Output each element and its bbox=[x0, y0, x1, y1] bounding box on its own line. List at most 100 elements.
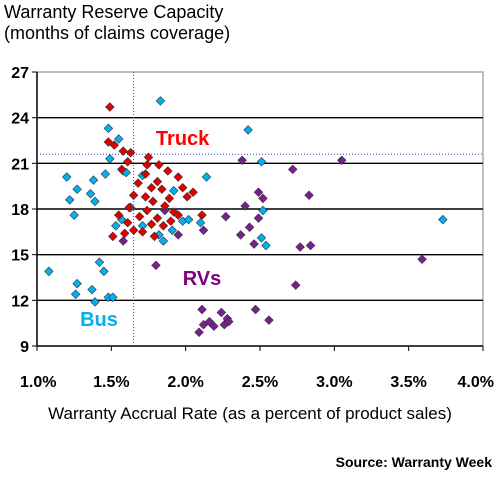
data-point-bus bbox=[90, 297, 100, 307]
data-point-truck bbox=[166, 216, 176, 226]
chart-title-line-1: Warranty Reserve Capacity bbox=[4, 2, 224, 22]
data-point-bus bbox=[183, 214, 194, 225]
data-point-rvs bbox=[258, 193, 268, 204]
data-point-rvs bbox=[198, 225, 209, 236]
data-point-bus bbox=[195, 217, 206, 228]
data-point-bus bbox=[87, 284, 97, 295]
data-point-truck bbox=[160, 201, 170, 211]
data-point-truck bbox=[134, 211, 145, 222]
data-point-truck bbox=[177, 182, 188, 193]
data-point-rvs bbox=[337, 155, 347, 166]
y-tick-label: 15 bbox=[11, 248, 29, 265]
data-point-truck bbox=[105, 102, 115, 112]
data-point-rvs bbox=[209, 321, 219, 331]
data-point-truck bbox=[137, 227, 148, 237]
data-point-bus bbox=[99, 266, 109, 277]
data-point-truck bbox=[154, 160, 164, 170]
data-point-rvs bbox=[249, 239, 259, 249]
data-point-truck bbox=[103, 137, 114, 147]
data-point-bus bbox=[256, 233, 267, 243]
data-point-truck bbox=[128, 225, 139, 236]
data-point-truck bbox=[133, 178, 143, 188]
data-point-bus bbox=[256, 157, 267, 167]
data-point-truck bbox=[152, 213, 163, 223]
data-point-bus bbox=[62, 172, 72, 182]
x-tick-label: 3.0% bbox=[316, 374, 352, 391]
annotation-truck: Truck bbox=[156, 128, 210, 150]
data-point-bus bbox=[105, 154, 115, 164]
data-point-bus bbox=[169, 186, 179, 196]
data-point-bus bbox=[70, 289, 81, 299]
data-point-rvs bbox=[240, 201, 250, 211]
data-point-rvs bbox=[264, 315, 274, 325]
data-point-rvs bbox=[417, 254, 427, 264]
data-point-truck bbox=[140, 169, 151, 179]
data-point-bus bbox=[158, 236, 169, 246]
data-point-truck bbox=[143, 152, 154, 162]
data-point-rvs bbox=[250, 304, 261, 315]
data-point-bus bbox=[72, 278, 82, 289]
data-point-truck bbox=[182, 192, 192, 202]
y-tick-label: 21 bbox=[11, 156, 29, 173]
data-point-rvs bbox=[204, 316, 215, 327]
data-point-truck bbox=[163, 166, 173, 176]
data-point-bus bbox=[201, 172, 212, 182]
data-point-rvs bbox=[235, 230, 246, 240]
y-tick-label: 9 bbox=[20, 339, 29, 356]
x-tick-label: 2.0% bbox=[167, 374, 203, 391]
data-point-bus bbox=[438, 214, 448, 225]
data-point-rvs bbox=[237, 155, 247, 166]
chart-title: Warranty Reserve Capacity (months of cla… bbox=[4, 2, 230, 44]
data-point-bus bbox=[85, 189, 96, 199]
data-point-rvs bbox=[295, 242, 305, 252]
data-point-truck bbox=[188, 187, 198, 197]
data-point-truck bbox=[157, 184, 167, 194]
x-tick-label: 3.5% bbox=[390, 374, 426, 391]
data-point-truck bbox=[117, 164, 127, 175]
x-axis-label: Warranty Accrual Rate (as a percent of p… bbox=[48, 404, 452, 423]
y-tick-label: 18 bbox=[11, 202, 29, 219]
data-point-rvs bbox=[197, 304, 207, 315]
data-point-truck bbox=[140, 192, 151, 202]
data-point-rvs bbox=[224, 316, 234, 327]
data-point-bus bbox=[88, 175, 99, 185]
data-point-truck bbox=[122, 217, 133, 228]
data-point-bus bbox=[243, 125, 253, 135]
data-point-rvs bbox=[216, 307, 227, 318]
annotation-rvs: RVs bbox=[183, 268, 222, 290]
data-point-bus bbox=[64, 195, 75, 205]
data-point-bus bbox=[100, 169, 111, 179]
chart-title-line-2: (months of claims coverage) bbox=[4, 23, 231, 43]
data-point-bus bbox=[258, 205, 268, 216]
data-point-truck bbox=[146, 182, 157, 193]
x-tick-label: 2.5% bbox=[242, 374, 278, 391]
data-point-truck bbox=[109, 140, 120, 150]
x-tick-label: 1.0% bbox=[20, 374, 56, 391]
data-point-truck bbox=[119, 228, 130, 239]
data-point-bus bbox=[103, 123, 114, 134]
data-point-bus bbox=[261, 240, 271, 251]
data-point-truck bbox=[142, 205, 152, 216]
data-point-truck bbox=[128, 190, 139, 201]
data-point-bus bbox=[44, 266, 54, 277]
data-point-truck bbox=[197, 210, 207, 220]
data-point-rvs bbox=[290, 280, 301, 290]
data-point-truck bbox=[149, 231, 160, 242]
x-tick-label: 4.0% bbox=[458, 374, 494, 391]
data-point-truck bbox=[114, 210, 124, 220]
data-point-truck bbox=[118, 146, 128, 156]
data-point-truck bbox=[146, 219, 157, 229]
data-point-truck bbox=[158, 221, 169, 231]
data-point-rvs bbox=[151, 260, 161, 271]
annotation-bus: Bus bbox=[80, 309, 118, 331]
y-tick-label: 12 bbox=[11, 293, 29, 310]
data-point-truck bbox=[142, 160, 152, 170]
data-point-rvs bbox=[287, 164, 298, 175]
data-point-bus bbox=[72, 184, 82, 194]
data-point-bus bbox=[114, 134, 124, 144]
data-point-rvs bbox=[173, 230, 183, 240]
y-tick-label: 24 bbox=[11, 111, 29, 128]
data-point-bus bbox=[90, 196, 100, 207]
data-point-truck bbox=[173, 210, 183, 220]
